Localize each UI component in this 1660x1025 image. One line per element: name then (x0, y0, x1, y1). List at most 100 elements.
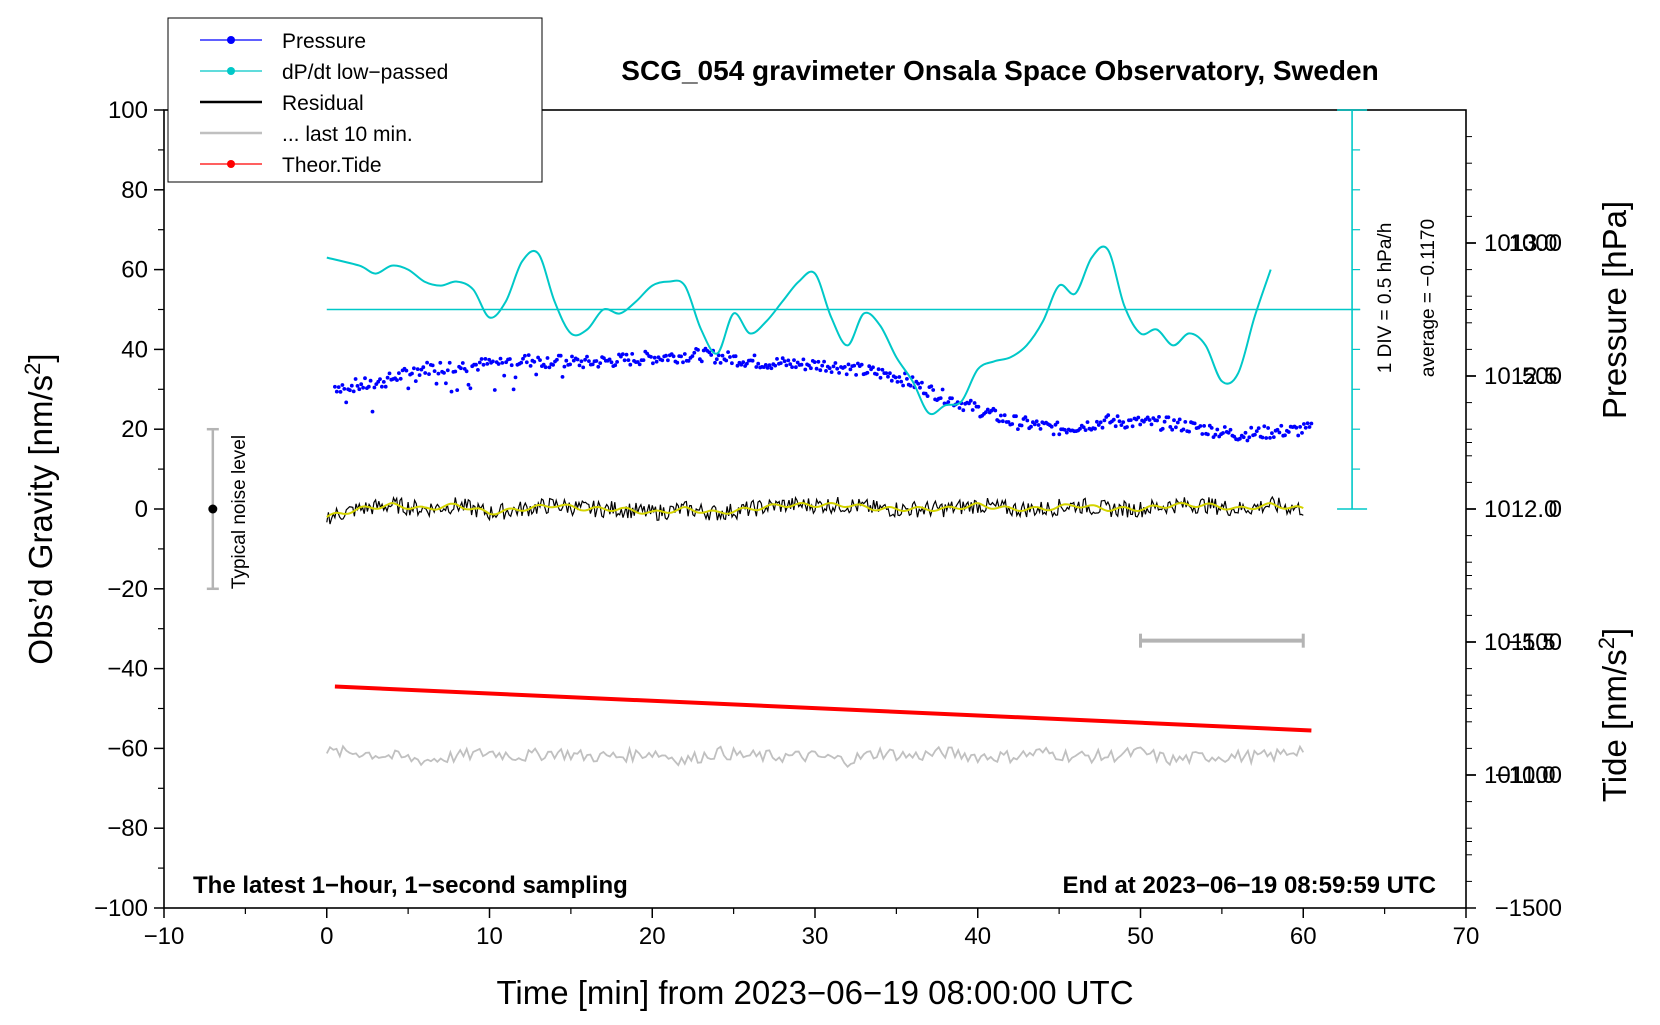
pressure-point (1115, 414, 1120, 419)
y-tick-label-tide: 500 (1522, 363, 1562, 390)
pressure-point (1166, 415, 1171, 420)
y-tick-label-left: −80 (107, 815, 148, 842)
pressure-point (378, 377, 382, 381)
legend-label: Theor.Tide (282, 154, 382, 177)
pressure-point (889, 378, 894, 383)
pressure-point (1170, 427, 1175, 432)
pressure-point (1064, 430, 1069, 435)
pressure-point (1302, 422, 1306, 426)
pressure-point (397, 371, 401, 375)
pressure-point (427, 372, 431, 376)
pressure-point (620, 352, 625, 356)
legend-swatch-dot (227, 36, 235, 44)
pressure-point (449, 389, 454, 394)
pressure-series (333, 346, 1314, 443)
pressure-point (445, 368, 450, 373)
x-tick-label: 20 (639, 923, 666, 950)
y-tick-label-tide: 0 (1549, 496, 1562, 523)
pressure-point (398, 376, 403, 381)
pressure-point (1010, 422, 1015, 426)
pressure-point (1096, 423, 1101, 427)
pressure-point (417, 373, 422, 377)
pressure-point (502, 373, 507, 378)
pressure-point (521, 356, 525, 361)
pressure-point (1174, 425, 1178, 430)
pressure-point (803, 367, 808, 372)
pressure-point (976, 404, 981, 409)
pressure-point (425, 360, 429, 365)
pressure-point (598, 361, 603, 365)
pressure-point (412, 366, 416, 371)
x-tick-label: 70 (1453, 923, 1480, 950)
pressure-point (1241, 435, 1246, 440)
pressure-point (778, 361, 783, 365)
y-tick-label-tide: −1500 (1495, 895, 1562, 922)
pressure-point (856, 361, 860, 366)
pressure-point (686, 359, 691, 363)
pressure-point (1192, 421, 1197, 426)
pressure-point (602, 356, 606, 360)
y-tick-label-tide: −1000 (1495, 762, 1562, 789)
pressure-point (562, 364, 567, 369)
pressure-point (790, 365, 794, 369)
pressure-point (707, 350, 712, 355)
pressure-point (920, 380, 924, 385)
pressure-point (1209, 426, 1214, 430)
pressure-point (1296, 433, 1301, 438)
pressure-point (940, 387, 945, 392)
pressure-point (1016, 427, 1020, 431)
pressure-point (630, 352, 635, 356)
noise-bar-center (208, 504, 218, 514)
pressure-point (444, 381, 448, 386)
x-tick-label: −10 (144, 923, 185, 950)
pressure-point (741, 360, 746, 365)
pressure-point (1160, 426, 1165, 431)
pressure-point (1078, 426, 1082, 431)
pressure-point (961, 408, 966, 413)
theor-tide-line (334, 684, 1312, 733)
y-tick-label-left: 0 (135, 496, 148, 523)
pressure-point (950, 396, 954, 401)
x-axis-title: Time [min] from 2023−06−19 08:00:00 UTC (496, 974, 1133, 1011)
y-tick-label-left: −20 (107, 576, 148, 603)
pressure-point (792, 358, 796, 362)
pressure-point (383, 384, 388, 389)
pressure-point (718, 361, 723, 365)
x-tick-label: 0 (320, 923, 333, 950)
pressure-point (709, 353, 714, 357)
y-axis-title-pressure: Pressure [hPa] (1596, 201, 1633, 419)
pressure-point (432, 369, 437, 373)
pressure-point (1100, 425, 1105, 430)
y-tick-label-left: −100 (94, 895, 148, 922)
y-tick-label-left: −40 (107, 656, 148, 683)
pressure-point (338, 390, 343, 394)
pressure-point (859, 362, 864, 367)
pressure-point (1149, 422, 1154, 427)
pressure-point (765, 366, 770, 370)
pressure-point (376, 379, 381, 384)
pressure-point (381, 380, 386, 384)
pressure-point (993, 408, 998, 413)
pressure-point (848, 367, 853, 372)
pressure-point (1238, 436, 1242, 441)
pressure-point (1000, 419, 1005, 424)
pressure-point (820, 363, 825, 368)
pressure-point (575, 357, 580, 362)
pressure-point (801, 357, 806, 362)
pressure-point (1063, 428, 1067, 432)
pressure-point (714, 357, 719, 362)
pressure-point (579, 359, 584, 364)
pressure-point (1038, 427, 1043, 431)
pressure-point (682, 352, 687, 356)
pressure-point (395, 378, 399, 382)
pressure-point (349, 383, 354, 388)
pressure-point (654, 359, 659, 364)
pressure-point (455, 388, 460, 392)
pressure-point (1294, 425, 1299, 430)
y-axis-title-tide-sup: 2 (1594, 637, 1619, 649)
pressure-point (827, 366, 832, 371)
note-sampling: The latest 1−hour, 1−second sampling (193, 872, 628, 899)
pressure-point (500, 361, 505, 365)
pressure-point (351, 389, 356, 394)
pressure-point (487, 357, 492, 362)
